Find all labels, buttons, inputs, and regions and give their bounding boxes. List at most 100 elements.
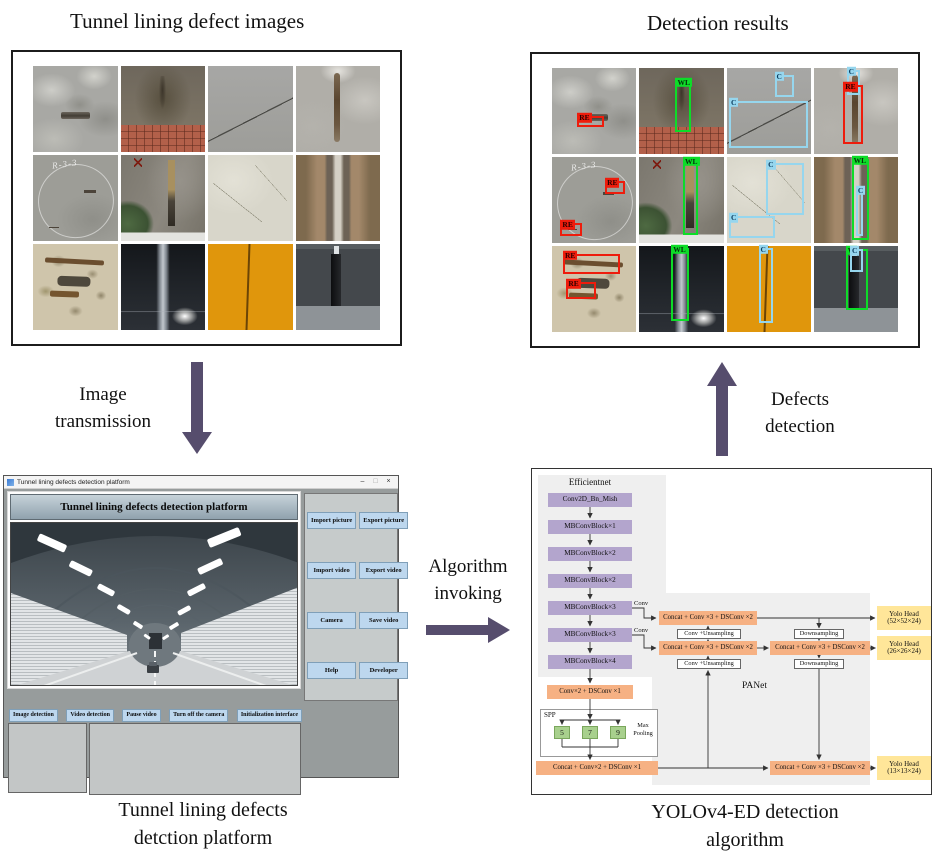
tile-photo [33, 66, 118, 152]
chalk-mark-text: R-3-3 [569, 159, 597, 174]
yolo-head-13: Yolo Head (13×13×24) [877, 756, 931, 780]
yolo-head-52: Yolo Head (52×52×24) [877, 606, 931, 630]
defect-tile-cream-wall-thin-crack [208, 155, 293, 241]
detection-label: C [729, 213, 739, 223]
camera-button[interactable]: Camera [307, 612, 357, 629]
tile-photo [208, 244, 293, 330]
spp-pool-7: 7 [582, 726, 598, 739]
import-picture-button[interactable]: Import picture [307, 512, 357, 529]
tile-photo [639, 246, 724, 332]
save-video-button[interactable]: Save video [359, 612, 409, 629]
detection-box-C: C [849, 246, 863, 272]
result-tile-orange-wall-vertical-crack: C [726, 244, 811, 332]
window-title: Tunnel lining defects detection platform [17, 478, 130, 486]
detection-label: RE [605, 177, 620, 188]
detection-box-RE: RE [843, 81, 863, 144]
detection-box-C: C [774, 71, 794, 98]
detection-platform-window: Tunnel lining defects detection platform… [3, 475, 409, 795]
neck-concat-block: Concat + Conv×2 + DSConv ×1 [536, 761, 658, 775]
detection-label: RE [577, 112, 592, 123]
video-detection-button[interactable]: Video detection [66, 708, 114, 723]
detection-box-C: C [758, 244, 773, 324]
defect-tile-arch-leakage-over-brick [120, 66, 205, 152]
detection-box-C: C [766, 159, 804, 216]
backbone-block: MBConvBlock×4 [548, 655, 632, 669]
result-panel-small [8, 723, 87, 793]
tile-photo [208, 66, 293, 152]
conv-edge-label: Conv [634, 627, 649, 634]
detection-box-WL: WL [851, 155, 869, 240]
upsample-block: Conv +Unsampling [677, 629, 741, 639]
up-arrow-icon [707, 362, 737, 456]
tunnel-video-frame [10, 522, 298, 686]
spp-label: SPP [544, 711, 556, 719]
backbone-block: MBConvBlock×3 [548, 601, 632, 615]
tile-photo [295, 244, 380, 330]
detection-label: WL [675, 77, 692, 88]
panet-concat-block: Concat + Conv ×3 + DSConv ×2 [770, 761, 870, 775]
export-picture-button[interactable]: Export picture [359, 512, 409, 529]
platform-bottom-buttons: Image detection Video detection Pause vide… [9, 708, 302, 723]
pause-video-button[interactable]: Pause video [122, 708, 161, 723]
detection-box-RE: RE [605, 177, 626, 194]
result-tile-arch-leakage-streak: WL [639, 156, 724, 243]
detection-label: WL [851, 155, 869, 165]
result-tile-speckled-wall-rebar-streaks: RE RE [552, 246, 637, 332]
help-button[interactable]: Help [307, 662, 357, 679]
detection-label: C [855, 185, 866, 196]
backbone-block: MBConvBlock×2 [548, 574, 632, 588]
tile-photo: R-3-3 [33, 155, 118, 241]
spp-pool-5: 5 [554, 726, 570, 739]
image-detection-button[interactable]: Image detection [9, 708, 58, 723]
export-video-button[interactable]: Export video [359, 562, 409, 579]
detection-label: C [729, 97, 739, 107]
tile-photo [208, 155, 293, 241]
detection-box-RE: RE [577, 112, 605, 128]
detection-label: C [849, 246, 860, 256]
panet-panel [652, 593, 870, 785]
image-transmission-label: Image transmission [54, 384, 152, 432]
detection-box-RE: RE [560, 219, 583, 237]
defect-tile-concrete-chalk-mark: R-3-3 [33, 155, 118, 241]
backbone-block: MBConvBlock×3 [548, 628, 632, 642]
defect-tile-arch-leakage-streak [120, 155, 205, 241]
detection-label: RE [566, 278, 581, 289]
neck-conv-block: Conv×2 + DSConv ×1 [547, 685, 633, 699]
backbone-block: Conv2D_Bn_Mish [548, 493, 632, 507]
yolo-head-26: Yolo Head (26×26×24) [877, 636, 931, 660]
defect-tile-orange-wall-vertical-crack [208, 244, 293, 330]
result-panel-large [89, 723, 301, 795]
right-arrow-icon [426, 617, 510, 643]
down-arrow-icon [182, 362, 212, 454]
defect-images-grid: R-3-3 [11, 50, 402, 346]
initialization-interface-button[interactable]: Initialization interface [236, 708, 302, 723]
close-button[interactable]: × [386, 478, 391, 485]
detection-box-RE: RE [562, 250, 621, 274]
panet-concat-block: Concat + Conv ×3 + DSConv ×2 [770, 641, 870, 655]
chalk-mark-text: R-3-3 [51, 157, 78, 172]
tile-photo [120, 244, 205, 330]
yolov4-ed-diagram: Efficientnet PANet [531, 468, 932, 795]
algorithm-caption: YOLOv4-ED detection algorithm [651, 801, 839, 851]
defect-tile-gray-wall-diagonal-crack [208, 66, 293, 152]
platform-caption: Tunnel lining defects detction platform [118, 799, 288, 849]
detection-label: C [846, 66, 857, 76]
result-tile-brown-wall-leakage-band: WL C [813, 155, 898, 243]
developer-button[interactable]: Developer [359, 662, 409, 679]
turn-off-the-camera-button[interactable]: Turn off the camera [169, 708, 229, 723]
import-video-button[interactable]: Import video [307, 562, 357, 579]
backbone-title: Efficientnet [568, 477, 612, 487]
detection-box-RE: RE [566, 278, 596, 300]
minimize-button[interactable]: – [360, 478, 365, 485]
platform-main-area: Tunnel lining defects detection platform [7, 491, 302, 795]
maximize-button[interactable]: □ [373, 478, 378, 485]
tile-photo [33, 244, 118, 330]
panet-concat-block: Concat + Conv ×3 + DSConv ×2 [659, 611, 757, 625]
backbone-block: MBConvBlock×2 [548, 547, 632, 561]
tile-photo [726, 246, 811, 332]
downsample-block: Downsampling [794, 659, 844, 669]
detection-box-WL: WL [683, 156, 700, 236]
